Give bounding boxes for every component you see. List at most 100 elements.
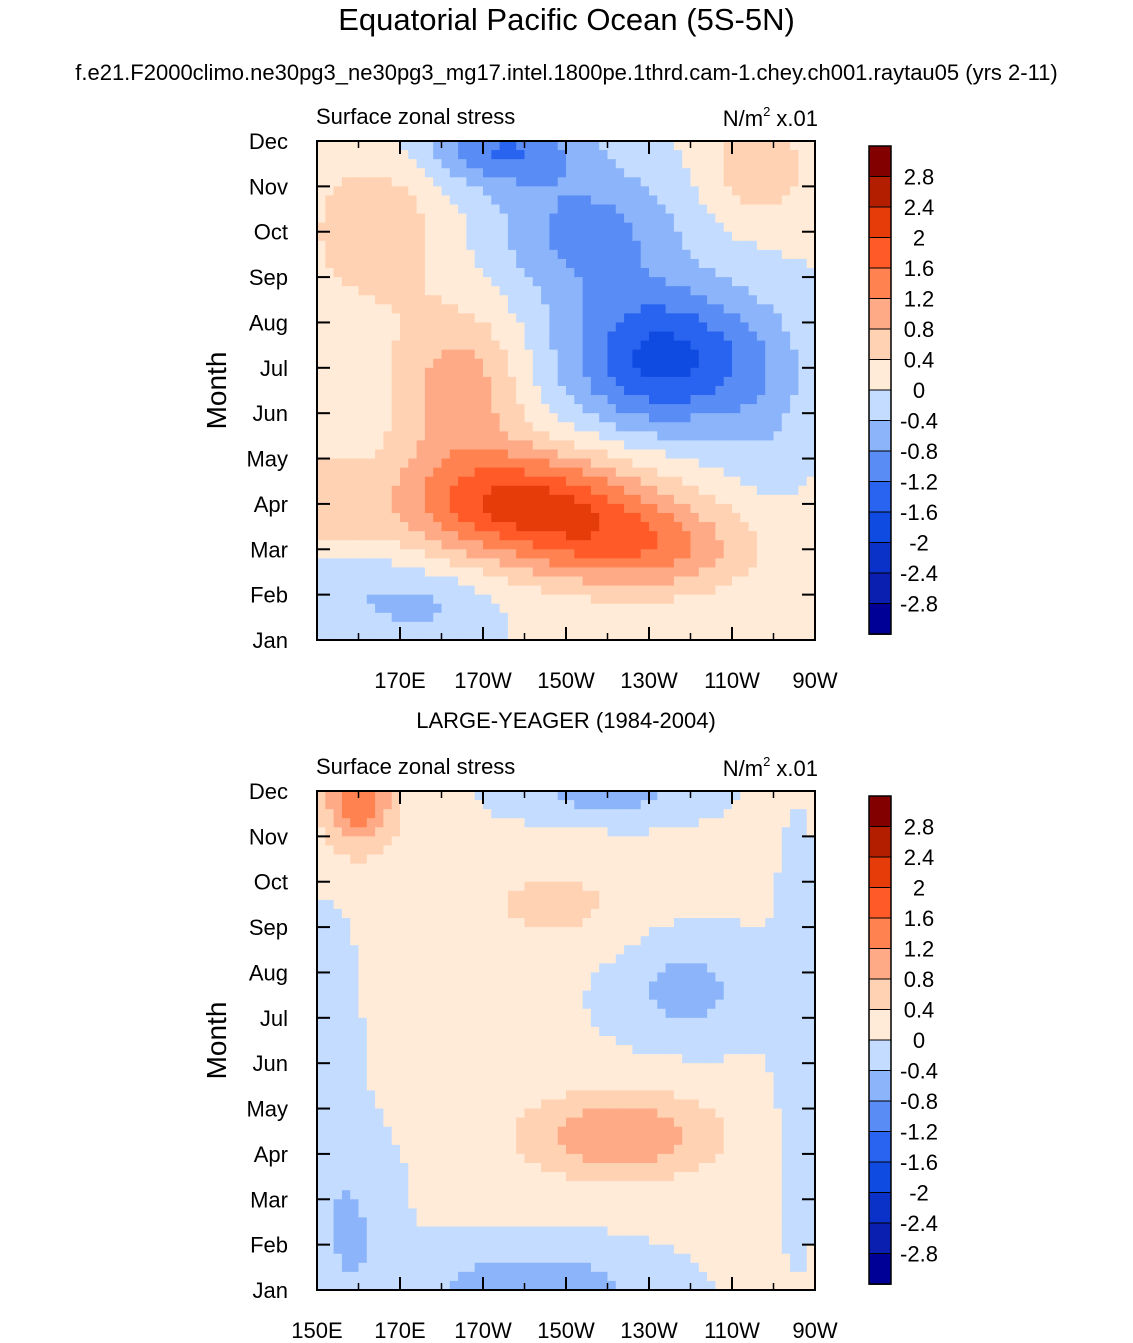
contour-cell xyxy=(483,990,492,1001)
contour-cell xyxy=(798,522,808,532)
contour-cell xyxy=(541,503,550,514)
contour-cell xyxy=(358,231,368,242)
contour-cell xyxy=(358,222,368,233)
contour-cell xyxy=(383,1081,393,1091)
contour-cell xyxy=(333,567,343,578)
contour-cell xyxy=(341,449,351,460)
contour-cell xyxy=(441,485,451,496)
contour-cell xyxy=(341,1190,351,1200)
contour-cell xyxy=(375,449,384,460)
contour-cell xyxy=(491,295,501,305)
contour-cell xyxy=(773,531,783,541)
contour-cell xyxy=(632,567,642,578)
contour-cell xyxy=(375,349,384,360)
contour-cell xyxy=(358,258,368,269)
contour-cell xyxy=(582,222,592,233)
contour-cell xyxy=(400,585,409,596)
contour-cell xyxy=(441,963,451,974)
contour-cell xyxy=(350,186,360,197)
contour-cell xyxy=(416,522,426,532)
contour-cell xyxy=(474,1135,484,1146)
contour-cell xyxy=(698,485,708,496)
contour-cell xyxy=(698,150,708,160)
contour-cell xyxy=(375,630,384,641)
contour-cell xyxy=(333,467,343,478)
contour-cell xyxy=(607,522,617,532)
contour-cell xyxy=(765,268,775,278)
contour-cell xyxy=(624,258,633,269)
contour-cell xyxy=(798,349,808,360)
contour-cell xyxy=(524,1135,534,1146)
contour-cell xyxy=(474,404,484,414)
contour-cell xyxy=(383,1108,393,1119)
contour-cell xyxy=(441,576,451,587)
contour-cell xyxy=(574,186,584,197)
contour-cell xyxy=(375,286,384,296)
contour-cell xyxy=(424,277,434,287)
contour-cell xyxy=(358,630,368,641)
contour-cell xyxy=(566,567,575,578)
contour-cell xyxy=(524,213,534,224)
contour-cell xyxy=(756,594,766,605)
contour-cell xyxy=(433,404,443,414)
contour-cell xyxy=(358,540,368,550)
contour-cell xyxy=(424,1072,434,1082)
contour-cell xyxy=(499,854,509,865)
contour-cell xyxy=(400,440,409,451)
contour-cell xyxy=(383,404,393,414)
contour-cell xyxy=(491,376,501,387)
contour-cell xyxy=(350,141,360,151)
contour-cell xyxy=(541,222,550,233)
contour-cell xyxy=(566,413,575,423)
contour-cell xyxy=(400,1035,409,1046)
contour-cell xyxy=(466,612,476,623)
contour-cell xyxy=(673,313,683,324)
contour-cell xyxy=(756,277,766,287)
contour-cell xyxy=(516,963,526,974)
contour-cell xyxy=(682,204,692,215)
contour-cell xyxy=(566,422,575,432)
contour-cell xyxy=(781,277,791,287)
contour-cell xyxy=(400,159,409,169)
contour-cell xyxy=(375,1035,384,1046)
contour-cell xyxy=(325,186,335,197)
contour-cell xyxy=(341,485,351,496)
contour-cell xyxy=(358,612,368,623)
contour-cell xyxy=(665,340,675,351)
contour-cell xyxy=(358,836,368,847)
contour-cell xyxy=(748,213,758,224)
contour-cell xyxy=(483,612,492,623)
contour-cell xyxy=(325,890,335,901)
contour-cell xyxy=(350,1072,360,1082)
contour-cell xyxy=(640,376,650,387)
contour-cell xyxy=(416,1162,426,1173)
contour-cell xyxy=(690,422,700,432)
contour-cell xyxy=(516,150,526,160)
contour-cell xyxy=(416,512,426,523)
contour-cell xyxy=(317,222,326,233)
contour-cell xyxy=(391,1244,401,1255)
contour-cell xyxy=(424,791,434,801)
contour-cell xyxy=(317,827,326,837)
contour-cell xyxy=(582,240,592,251)
contour-cell xyxy=(441,358,451,369)
contour-cell xyxy=(383,268,393,278)
contour-cell xyxy=(806,177,816,187)
contour-cell xyxy=(549,1054,559,1064)
contour-cell xyxy=(325,881,335,892)
contour-cell xyxy=(483,204,492,215)
contour-cell xyxy=(466,1199,476,1209)
contour-cell xyxy=(624,295,633,305)
contour-cell xyxy=(424,186,434,197)
contour-cell xyxy=(599,168,609,178)
contour-cell xyxy=(723,177,733,187)
contour-cell xyxy=(624,531,633,541)
contour-cell xyxy=(765,612,775,623)
contour-cell xyxy=(408,1008,418,1019)
contour-cell xyxy=(375,890,384,901)
contour-cell xyxy=(350,899,360,910)
panel1-left-string: Surface zonal stress xyxy=(316,104,516,129)
contour-cell xyxy=(632,494,642,505)
contour-cell xyxy=(640,249,650,260)
contour-cell xyxy=(441,186,451,197)
